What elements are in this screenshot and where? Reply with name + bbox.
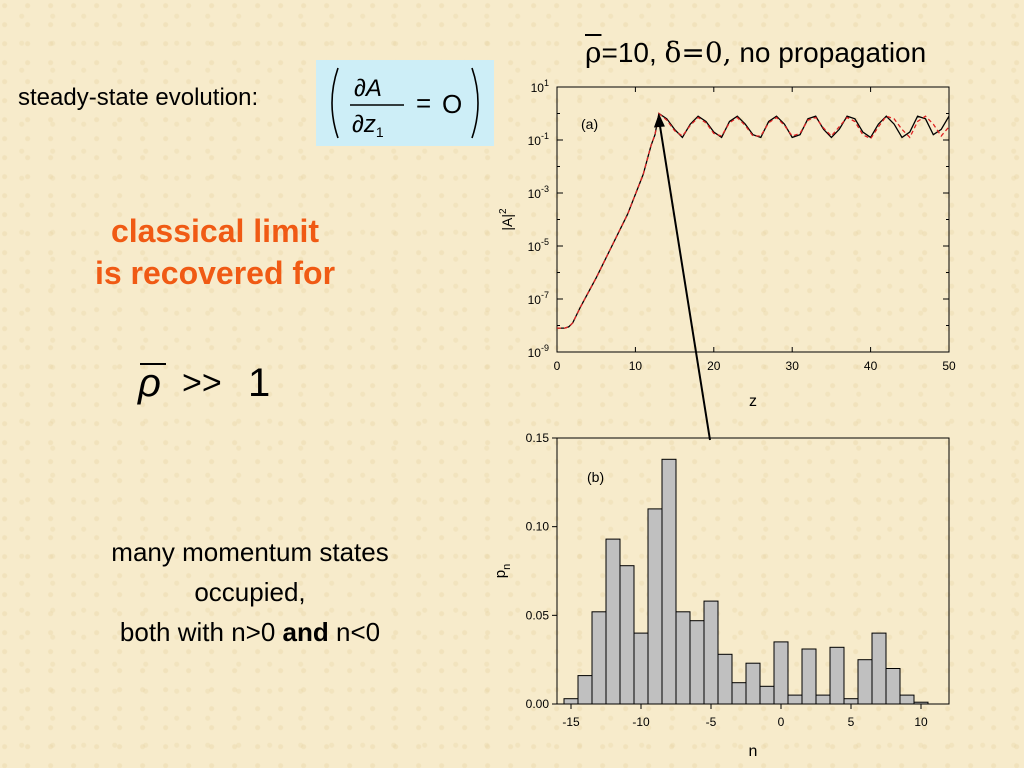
chart-b-bar bbox=[563, 698, 579, 705]
chart-b-xtick-label: -15 bbox=[562, 715, 580, 729]
chart-b-bar bbox=[717, 653, 733, 705]
chart-a-xlabel: z bbox=[749, 393, 757, 410]
chart-a-series-dashed bbox=[557, 112, 950, 329]
slide-title: ρ=10, δ=0, no propagation bbox=[585, 36, 926, 69]
chart-b-bar bbox=[647, 508, 663, 705]
svg-text:∂z1: ∂z1 bbox=[352, 111, 384, 140]
chart-b-bar bbox=[787, 694, 803, 705]
chart-b-xlabel: n bbox=[749, 743, 758, 760]
title-delta: δ=0, bbox=[664, 36, 732, 69]
chart-b-bar bbox=[591, 611, 607, 705]
chart-b-bar bbox=[773, 641, 789, 705]
chart-b-xtick-label: -5 bbox=[706, 715, 717, 729]
chart-a: (a) z |A|2 0 10 20 30 40 50 101 10-1 10-3 10-5 10-… bbox=[498, 78, 956, 410]
chart-b-xtick-label: 5 bbox=[848, 715, 855, 729]
chart-a-xtick-label: 20 bbox=[707, 359, 721, 373]
chart-a-xtick-label: 50 bbox=[942, 359, 956, 373]
steady-state-equation: ∂A ∂z1 = O bbox=[331, 67, 479, 140]
chart-a-ylabel: |A|2 bbox=[498, 208, 515, 231]
chart-b-bar bbox=[899, 694, 915, 705]
many-line-2: occupied, bbox=[194, 577, 306, 607]
chart-b-bar bbox=[731, 682, 747, 705]
chart-a-frame bbox=[556, 86, 950, 353]
chart-a-panel-label: (a) bbox=[581, 116, 598, 132]
chart-b-bar bbox=[857, 659, 873, 705]
many-line-3-bold: and bbox=[282, 617, 329, 647]
chart-b-bar bbox=[815, 694, 831, 705]
chart-b-panel-label: (b) bbox=[587, 469, 604, 485]
chart-a-ytick-label: 101 bbox=[531, 78, 549, 95]
title-tail: no propagation bbox=[731, 37, 927, 68]
chart-a-ytick-label: 10-9 bbox=[528, 343, 549, 360]
chart-b-bar bbox=[745, 662, 761, 705]
chart-b-bar bbox=[661, 458, 677, 705]
chart-b-bar bbox=[871, 632, 887, 705]
chart-b-ytick-label: 0.00 bbox=[526, 697, 550, 711]
equation-box: ∂A ∂z1 = O bbox=[316, 60, 494, 146]
chart-a-xtick-label: 30 bbox=[786, 359, 800, 373]
many-line-1: many momentum states bbox=[111, 537, 389, 567]
chart-b-bar bbox=[703, 600, 719, 705]
chart-b-ytick-label: 0.10 bbox=[526, 520, 550, 534]
chart-a-xtick-label: 10 bbox=[629, 359, 643, 373]
chart-a-ylabel-text: |A|2 bbox=[498, 208, 515, 231]
many-line-3: both with n>0 and n<0 bbox=[40, 612, 460, 652]
many-line-3a: both with n>0 bbox=[119, 617, 283, 647]
many-line-3b: n<0 bbox=[328, 617, 381, 647]
chart-b-bar bbox=[801, 648, 817, 705]
chart-a-ytick-label: 10-1 bbox=[528, 131, 549, 148]
classical-limit-text: classical limit is recovered for bbox=[40, 210, 390, 294]
chart-b-bar bbox=[605, 538, 621, 705]
chart-b: (b) n pn -15 -10 -5 0 5 10 0.00 0.05 0.10 0.15 bbox=[492, 431, 950, 760]
chart-b-bar bbox=[577, 675, 593, 705]
svg-text:=: = bbox=[416, 88, 431, 118]
svg-text:>>: >> bbox=[182, 364, 222, 402]
svg-text:O: O bbox=[442, 89, 462, 119]
chart-b-bar bbox=[619, 565, 635, 705]
chart-b-bar bbox=[675, 611, 691, 705]
chart-b-bar bbox=[829, 646, 845, 705]
chart-b-bar bbox=[689, 620, 705, 705]
arrow-head-icon bbox=[653, 113, 665, 128]
chart-b-ytick-label: 0.05 bbox=[526, 608, 550, 622]
chart-b-xtick-label: 10 bbox=[914, 715, 928, 729]
chart-b-ylabel: pn bbox=[492, 564, 513, 578]
chart-b-ylabel-text: pn bbox=[492, 564, 513, 578]
chart-a-xtick-label: 0 bbox=[554, 359, 561, 373]
chart-b-xtick-label: -10 bbox=[632, 715, 650, 729]
chart-a-xtick-label: 40 bbox=[864, 359, 878, 373]
classical-line-2: is recovered for bbox=[94, 255, 336, 291]
chart-b-xtick-label: 0 bbox=[778, 715, 785, 729]
chart-b-ytick-label: 0.15 bbox=[526, 431, 550, 445]
rho-condition-formula: ρ >> 1 bbox=[130, 350, 290, 410]
chart-a-ytick-label: 10-3 bbox=[528, 184, 549, 201]
chart-b-bar bbox=[759, 685, 775, 705]
chart-a-ytick-label: 10-7 bbox=[528, 290, 549, 307]
arrow-line bbox=[658, 125, 711, 441]
svg-text:ρ: ρ bbox=[137, 361, 161, 405]
chart-b-bar bbox=[885, 668, 901, 705]
classical-line-1: classical limit bbox=[110, 213, 320, 249]
momentum-states-text: many momentum states occupied, both with… bbox=[40, 532, 460, 652]
chart-b-bar bbox=[633, 632, 649, 705]
title-rho: ρ bbox=[585, 36, 602, 69]
chart-a-ytick-label: 10-5 bbox=[528, 237, 549, 254]
svg-text:1: 1 bbox=[248, 361, 270, 405]
steady-state-label: steady-state evolution: bbox=[18, 84, 259, 111]
chart-b-frame bbox=[556, 437, 950, 705]
chart-a-series-solid bbox=[557, 112, 950, 329]
title-value: =10, bbox=[601, 37, 657, 68]
svg-text:∂A: ∂A bbox=[354, 75, 382, 102]
chart-b-bar bbox=[843, 698, 859, 705]
